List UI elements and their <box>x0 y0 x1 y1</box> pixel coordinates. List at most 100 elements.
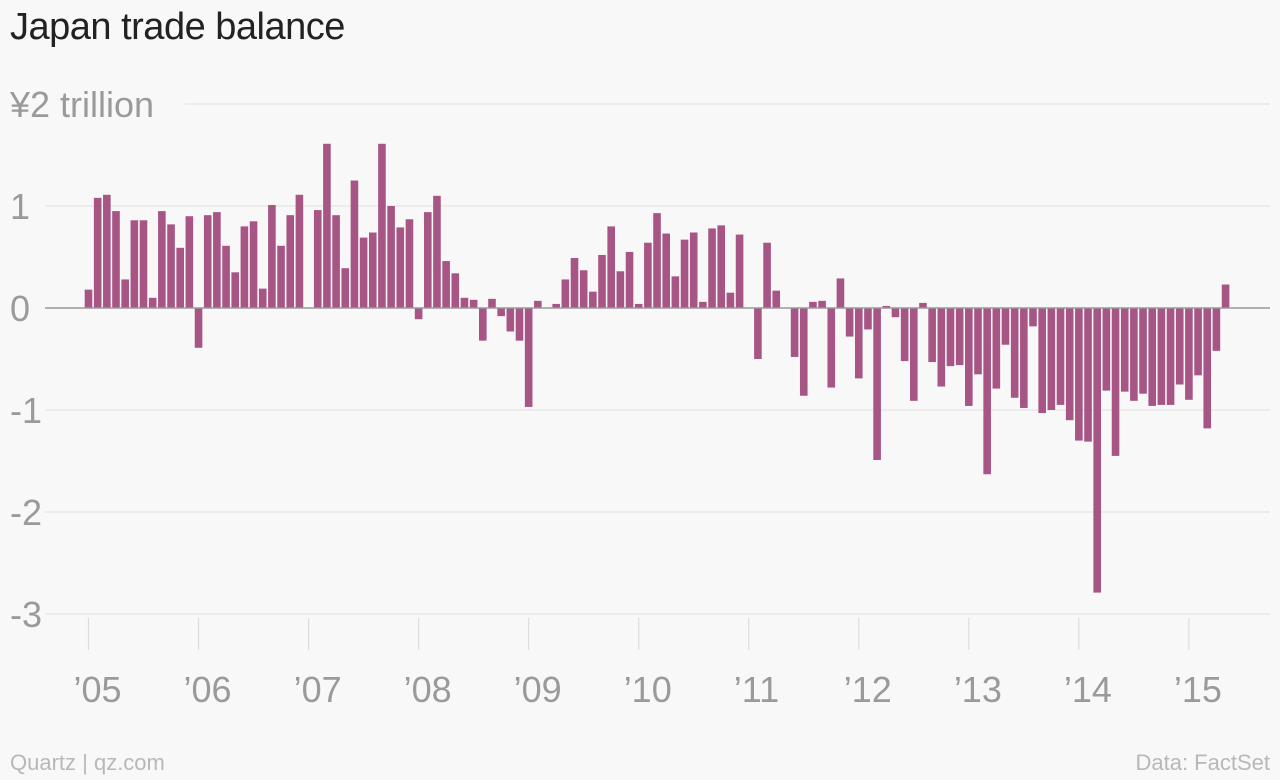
bar <box>763 242 771 308</box>
bar <box>827 308 836 388</box>
bar <box>1194 308 1202 376</box>
bar <box>378 143 386 308</box>
x-ticks <box>87 618 1190 650</box>
bar <box>84 289 93 308</box>
bar <box>891 308 900 318</box>
bar <box>451 273 460 308</box>
bar <box>515 308 524 341</box>
bar <box>1020 308 1028 408</box>
x-tick-label: ’09 <box>514 669 562 710</box>
bar <box>479 308 487 341</box>
bar <box>790 308 799 357</box>
bar <box>910 308 918 401</box>
bar <box>699 301 707 308</box>
bar <box>350 180 359 308</box>
bar <box>524 308 533 407</box>
y-tick-label: 1 <box>10 186 30 227</box>
bar <box>396 227 405 308</box>
bar <box>1029 308 1037 327</box>
bar <box>1166 308 1175 405</box>
bar <box>323 143 331 308</box>
bar <box>469 299 478 308</box>
bar <box>1212 308 1221 351</box>
bar <box>937 308 946 387</box>
x-tick-label: ’12 <box>844 669 892 710</box>
y-tick-label: ¥2 trillion <box>9 84 154 125</box>
bar <box>974 308 982 375</box>
bar <box>1038 308 1046 414</box>
bar <box>552 303 560 308</box>
bar <box>928 308 936 363</box>
bar <box>653 213 661 308</box>
bar <box>607 226 615 308</box>
bar <box>258 288 267 308</box>
bar <box>488 298 496 308</box>
x-tick-label: ’05 <box>74 669 122 710</box>
bar <box>231 272 240 308</box>
bar <box>965 308 973 406</box>
x-tick-label: ’08 <box>404 669 452 710</box>
gridlines <box>45 103 1270 615</box>
bar <box>570 258 579 308</box>
bar <box>1148 308 1157 406</box>
bar <box>983 308 991 475</box>
chart-title: Japan trade balance <box>10 6 345 48</box>
bar <box>726 292 735 308</box>
y-tick-label: 0 <box>10 288 30 329</box>
bar <box>1175 308 1184 385</box>
bar <box>919 302 927 308</box>
bar <box>1130 308 1138 401</box>
bars <box>84 143 1230 593</box>
x-tick-label: ’06 <box>184 669 232 710</box>
x-tick-label: ’10 <box>624 669 672 710</box>
bar <box>616 271 625 308</box>
x-tick-label: ’13 <box>954 669 1002 710</box>
y-tick-label: -1 <box>10 390 42 431</box>
bar <box>799 308 808 396</box>
bar <box>671 276 680 308</box>
bar <box>130 220 139 308</box>
bar <box>112 211 120 308</box>
bar <box>1111 308 1120 456</box>
bar <box>359 237 368 308</box>
bar <box>203 215 212 308</box>
bar <box>368 232 377 308</box>
bar <box>506 308 515 332</box>
bar <box>1010 308 1019 398</box>
bar <box>644 242 652 308</box>
bar <box>1001 308 1010 345</box>
bar <box>680 239 689 308</box>
bar <box>689 232 698 308</box>
bar <box>194 308 203 348</box>
bar <box>534 300 542 308</box>
bar <box>341 268 350 308</box>
bar <box>589 291 597 308</box>
bar <box>460 297 469 308</box>
bar <box>662 233 671 308</box>
bar <box>717 225 726 308</box>
bar <box>121 279 129 308</box>
bar <box>286 215 295 308</box>
bar <box>332 215 340 308</box>
bar <box>900 308 909 362</box>
bar <box>579 270 588 308</box>
bar <box>93 197 102 308</box>
bar <box>313 210 322 308</box>
bar <box>1065 308 1074 421</box>
bar <box>1056 308 1065 405</box>
bar <box>1185 308 1193 400</box>
bar <box>167 224 175 308</box>
bar <box>561 279 570 308</box>
bar <box>735 234 744 308</box>
bar <box>634 303 643 308</box>
bar <box>864 308 872 330</box>
bar <box>1093 308 1101 593</box>
data-source: Data: FactSet <box>1135 750 1270 775</box>
y-tick-label: -3 <box>10 594 42 635</box>
bar <box>845 308 854 337</box>
bar <box>625 251 634 308</box>
axis-labels: ¥2 trillion 1 0 -1 -2 -3 ’05 ’06 ’07 ’08 ’09 ’10 ’11… <box>9 84 1222 710</box>
bar <box>139 220 148 308</box>
bar <box>240 226 249 308</box>
bar <box>249 221 258 308</box>
